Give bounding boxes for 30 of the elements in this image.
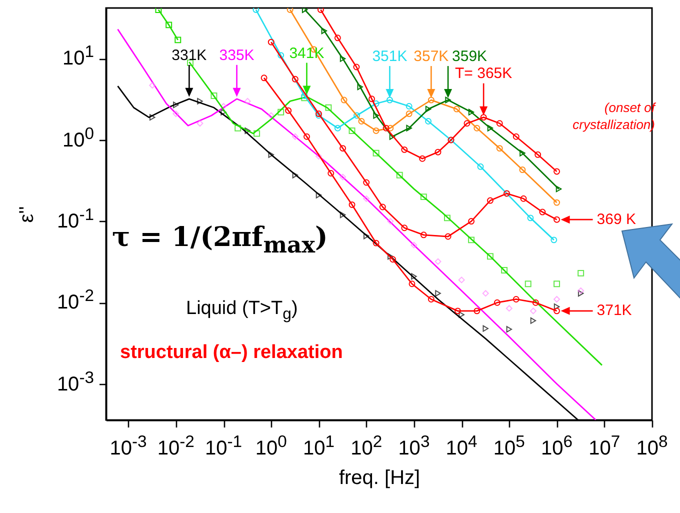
annotation: Liquid (T>T$_{g}$) — [186, 298, 298, 324]
y-tick-label: 10$^{-2}$ — [56, 286, 94, 314]
annotation: 359K — [452, 48, 488, 66]
x-tick-label: 10$^{0}$ — [255, 432, 287, 460]
annotation: 351K — [372, 48, 408, 66]
x-tick-label: 10$^{4}$ — [446, 432, 478, 460]
annotation: 331K — [172, 46, 207, 64]
y-tick-label: 10$^{-1}$ — [56, 204, 94, 233]
x-tick-label: 10$^{7}$ — [588, 432, 620, 460]
annotation: T= 365K — [455, 65, 512, 82]
y-axis-title: ε'' — [16, 206, 38, 223]
x-tick-label: 10$^{-1}$ — [204, 432, 242, 460]
y-tick-label: 10$^{0}$ — [62, 124, 94, 152]
x-tick-label: 10$^{5}$ — [493, 432, 525, 460]
y-tick-label: 10$^{-3}$ — [56, 368, 94, 396]
x-tick-label: 10$^{2}$ — [350, 432, 382, 460]
annotation: 369 K — [596, 211, 636, 228]
x-tick-label: 10$^{1}$ — [302, 432, 334, 460]
annotation: τ = 1/(2πf$_{max}$) — [112, 222, 328, 258]
x-tick-label: 10$^{6}$ — [541, 432, 573, 460]
x-tick-label: 10$^{8}$ — [636, 432, 668, 460]
y-tick-label: 10$^{1}$ — [62, 42, 94, 70]
annotation: 371K — [596, 302, 632, 320]
annotation: structural (α–) relaxation — [120, 342, 343, 364]
annotation: 335K — [219, 46, 254, 64]
x-axis-title: freq. [Hz] — [338, 467, 420, 490]
x-tick-label: 10$^{-2}$ — [157, 432, 194, 460]
x-tick-label: 10$^{3}$ — [398, 432, 430, 460]
x-tick-label: 10$^{-3}$ — [110, 432, 147, 460]
annotation: 357K — [414, 48, 449, 66]
